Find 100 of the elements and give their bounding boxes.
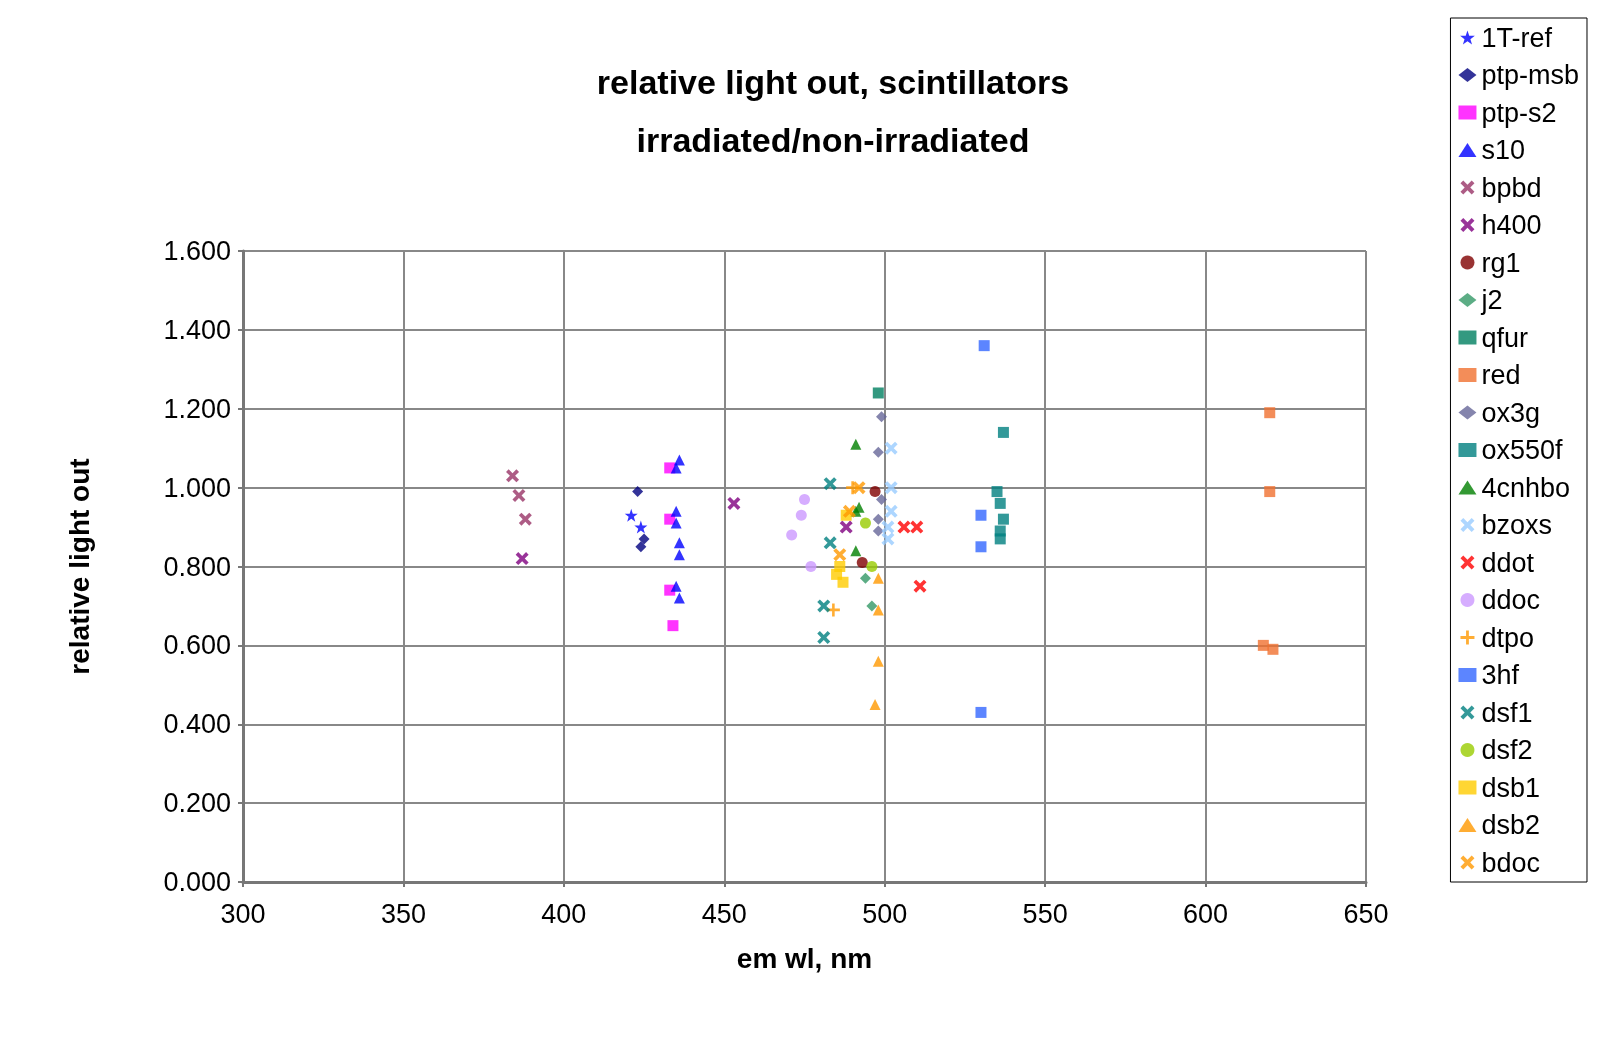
legend-label: 1T-ref bbox=[1481, 22, 1553, 53]
y-tick-label: 1.200 bbox=[163, 393, 231, 424]
point bbox=[850, 545, 862, 557]
point bbox=[872, 655, 884, 667]
point bbox=[872, 525, 884, 537]
point bbox=[859, 572, 871, 584]
point bbox=[994, 497, 1006, 509]
legend-label: 4cnhbo bbox=[1481, 472, 1571, 503]
point bbox=[837, 576, 849, 588]
x-tick-label: 600 bbox=[1183, 898, 1229, 929]
point bbox=[515, 552, 529, 566]
point bbox=[634, 520, 648, 534]
y-tick-label: 0.600 bbox=[163, 630, 231, 661]
point bbox=[673, 592, 685, 604]
point bbox=[799, 493, 810, 505]
legend-label: dtpo bbox=[1481, 622, 1535, 653]
y-tick-label: 1.600 bbox=[163, 236, 231, 266]
point bbox=[978, 340, 990, 352]
point bbox=[805, 561, 817, 572]
point bbox=[997, 513, 1009, 525]
point bbox=[897, 520, 911, 534]
point bbox=[673, 454, 685, 466]
legend-label: dsb1 bbox=[1481, 772, 1541, 803]
legend-label: s10 bbox=[1481, 135, 1526, 165]
point bbox=[881, 520, 895, 534]
point bbox=[975, 541, 987, 553]
point bbox=[850, 438, 862, 450]
point bbox=[913, 579, 927, 593]
legend-label: bdoc bbox=[1481, 847, 1541, 878]
point bbox=[872, 572, 884, 584]
y-tick-label: 0.400 bbox=[163, 709, 231, 740]
y-axis-title: relative light out bbox=[63, 458, 95, 675]
legend-label: dsf2 bbox=[1481, 735, 1533, 765]
point bbox=[842, 504, 856, 518]
legend-label: ox550f bbox=[1481, 435, 1564, 465]
x-tick-label: 500 bbox=[862, 898, 908, 929]
point bbox=[624, 508, 638, 522]
point bbox=[856, 557, 868, 569]
point bbox=[823, 477, 837, 491]
legend-label: h400 bbox=[1481, 210, 1542, 240]
point bbox=[1264, 407, 1276, 419]
point bbox=[839, 520, 853, 534]
y-tick-label: 1.400 bbox=[163, 314, 231, 345]
point bbox=[795, 509, 807, 521]
point bbox=[1264, 486, 1276, 498]
point bbox=[1267, 643, 1279, 655]
point bbox=[910, 520, 924, 534]
x-tick-label: 450 bbox=[701, 898, 747, 929]
legend-label: ptp-msb bbox=[1481, 60, 1580, 90]
x-tick-label: 650 bbox=[1343, 898, 1389, 929]
legend-label: bzoxs bbox=[1481, 510, 1553, 540]
point bbox=[512, 489, 526, 503]
point bbox=[673, 549, 685, 561]
legend-label: bpbd bbox=[1481, 172, 1542, 203]
point bbox=[866, 600, 878, 612]
x-tick-label: 300 bbox=[220, 898, 266, 929]
legend-label: red bbox=[1481, 360, 1521, 390]
point bbox=[884, 441, 898, 455]
point bbox=[872, 513, 884, 525]
point bbox=[635, 541, 647, 553]
point bbox=[667, 620, 679, 632]
point bbox=[975, 706, 987, 718]
y-tick-label: 0.000 bbox=[163, 867, 231, 897]
point bbox=[727, 496, 741, 510]
legend-label: ptp-s2 bbox=[1481, 97, 1557, 128]
point bbox=[852, 481, 866, 495]
legend-label: ddot bbox=[1481, 547, 1535, 578]
point bbox=[884, 481, 898, 495]
point bbox=[632, 486, 644, 498]
point bbox=[876, 411, 888, 423]
point bbox=[975, 509, 987, 521]
point bbox=[869, 699, 881, 711]
legend-label: dsb2 bbox=[1481, 810, 1541, 840]
point bbox=[670, 517, 682, 529]
legend-label: dsf1 bbox=[1481, 697, 1533, 728]
y-tick-label: 0.800 bbox=[163, 551, 231, 582]
point bbox=[638, 533, 650, 545]
point bbox=[991, 486, 1003, 498]
point bbox=[673, 537, 685, 549]
x-tick-label: 400 bbox=[541, 898, 587, 929]
point bbox=[834, 561, 846, 572]
y-tick-label: 0.200 bbox=[163, 788, 231, 819]
x-tick-label: 350 bbox=[380, 898, 426, 929]
legend-label: ddoc bbox=[1481, 585, 1541, 615]
point bbox=[869, 486, 881, 498]
point bbox=[833, 548, 847, 562]
legend-label: j2 bbox=[1480, 285, 1503, 315]
point bbox=[817, 599, 831, 613]
point bbox=[872, 446, 884, 458]
point bbox=[670, 505, 682, 517]
point bbox=[506, 469, 520, 483]
x-tick-label: 550 bbox=[1022, 898, 1068, 929]
point bbox=[884, 504, 898, 518]
point bbox=[872, 604, 884, 616]
legend-label: qfur bbox=[1481, 322, 1528, 353]
point bbox=[823, 536, 837, 550]
point bbox=[866, 561, 878, 572]
y-tick-label: 1.000 bbox=[163, 472, 231, 503]
point bbox=[994, 533, 1006, 545]
point bbox=[881, 532, 895, 546]
